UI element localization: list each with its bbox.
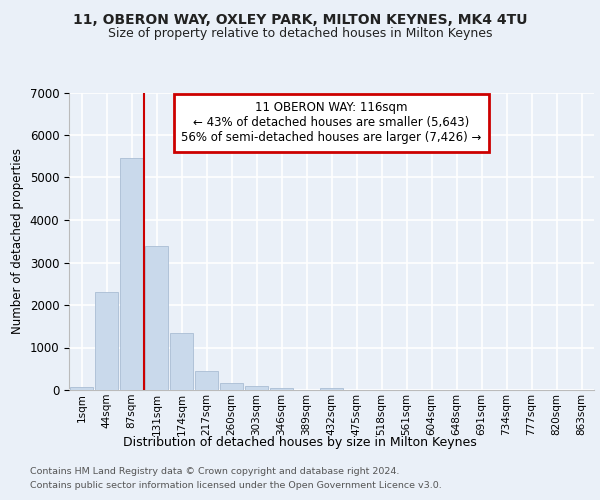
Bar xyxy=(170,332,193,390)
Bar xyxy=(194,371,218,390)
Y-axis label: Number of detached properties: Number of detached properties xyxy=(11,148,24,334)
Text: Distribution of detached houses by size in Milton Keynes: Distribution of detached houses by size … xyxy=(123,436,477,449)
Text: Size of property relative to detached houses in Milton Keynes: Size of property relative to detached ho… xyxy=(108,28,492,40)
Text: Contains HM Land Registry data © Crown copyright and database right 2024.: Contains HM Land Registry data © Crown c… xyxy=(30,467,400,476)
Bar xyxy=(245,386,268,390)
Bar xyxy=(269,388,293,390)
Bar xyxy=(220,382,244,390)
Text: 11 OBERON WAY: 116sqm
← 43% of detached houses are smaller (5,643)
56% of semi-d: 11 OBERON WAY: 116sqm ← 43% of detached … xyxy=(181,102,482,144)
Bar xyxy=(70,387,94,390)
Text: 11, OBERON WAY, OXLEY PARK, MILTON KEYNES, MK4 4TU: 11, OBERON WAY, OXLEY PARK, MILTON KEYNE… xyxy=(73,12,527,26)
Text: Contains public sector information licensed under the Open Government Licence v3: Contains public sector information licen… xyxy=(30,481,442,490)
Bar xyxy=(119,158,143,390)
Bar xyxy=(320,388,343,390)
Bar xyxy=(145,246,169,390)
Bar xyxy=(95,292,118,390)
